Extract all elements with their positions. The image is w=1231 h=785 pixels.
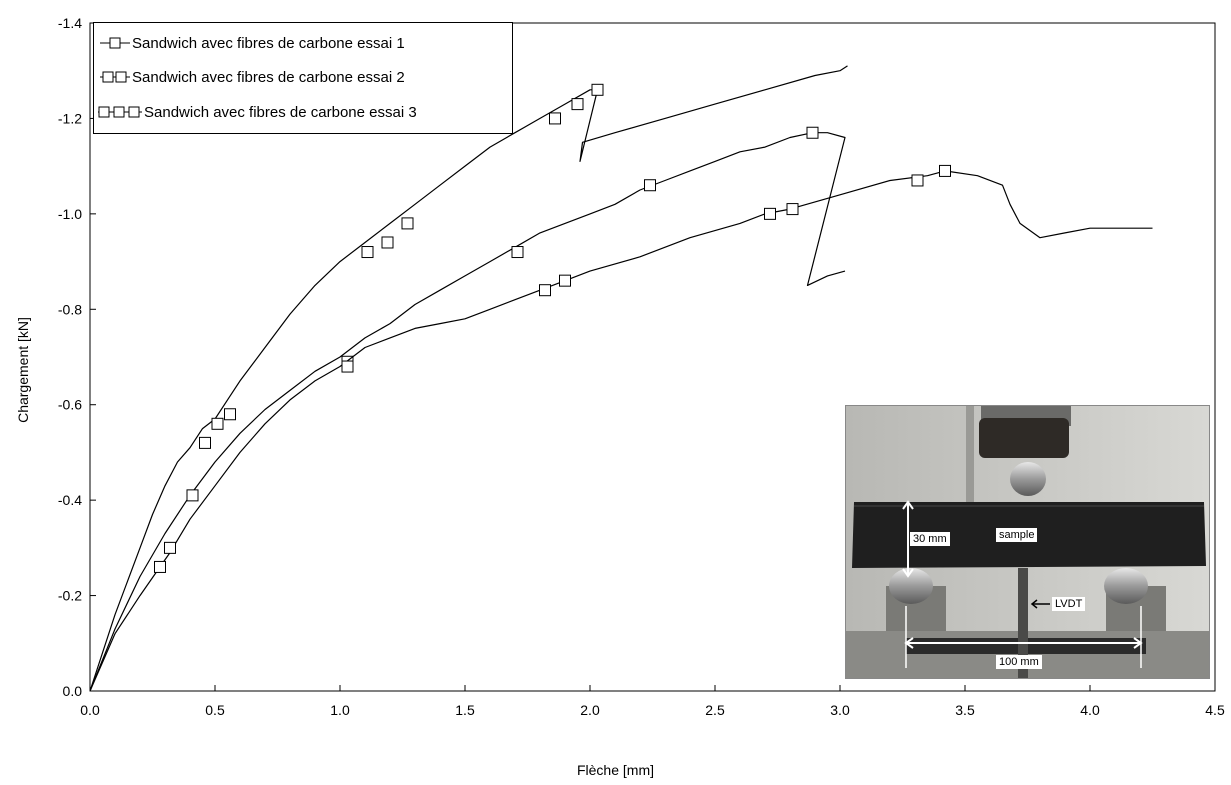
- series-marker-3: [154, 560, 166, 573]
- legend-entry-2: Sandwich avec fibres de carbone essai 2: [98, 65, 405, 89]
- chart-legend: Sandwich avec fibres de carbone essai 1 …: [93, 22, 513, 134]
- series-marker-3: [164, 541, 176, 554]
- series-marker-2: [644, 179, 656, 192]
- legend-marker-2: [100, 71, 130, 83]
- series-marker-1: [571, 98, 584, 111]
- series-marker-1: [401, 217, 414, 230]
- chart-series: [89, 65, 1153, 692]
- x-tick-label: 1.5: [455, 702, 475, 718]
- series-marker-3: [911, 174, 924, 187]
- series-marker-3: [939, 164, 951, 177]
- y-tick-label: -1.4: [58, 15, 82, 31]
- series-line-1: [89, 65, 848, 692]
- series-marker-3: [559, 274, 571, 287]
- loading-head: [979, 418, 1069, 458]
- series-line-2: [89, 132, 846, 692]
- x-tick-label: 4.5: [1205, 702, 1225, 718]
- legend-marker-3: [98, 106, 142, 118]
- chart-axes: 0.0 0.5 1.0 1.5 2.0 2.5 3.0 3.5 4.0 4.5 0.0 -0.2 -0.…: [58, 15, 1225, 718]
- x-tick-label: 0.5: [205, 702, 225, 718]
- frame-rod: [966, 406, 974, 526]
- series-marker-1: [224, 408, 236, 421]
- x-tick-label: 2.0: [580, 702, 600, 718]
- series-marker-1: [549, 112, 561, 125]
- x-tick-label: 4.0: [1080, 702, 1100, 718]
- series-marker-1: [211, 417, 224, 430]
- x-tick-label: 1.0: [330, 702, 350, 718]
- series-marker-3: [341, 360, 354, 373]
- series-marker-1: [199, 436, 211, 449]
- series-marker-1: [381, 236, 394, 249]
- series-marker-3: [539, 284, 551, 297]
- legend-entry-3: Sandwich avec fibres de carbone essai 3: [96, 100, 417, 124]
- y-tick-label: -0.6: [58, 397, 82, 413]
- lvdt-sensor: [1018, 568, 1028, 678]
- y-tick-label: 0.0: [63, 683, 83, 699]
- test-setup-illustration: [846, 406, 1209, 678]
- left-roller: [889, 568, 933, 604]
- legend-marker-1: [100, 37, 130, 49]
- series-marker-2: [511, 246, 524, 259]
- series-marker-2: [806, 126, 819, 139]
- x-tick-label: 0.0: [80, 702, 100, 718]
- legend-label-2: Sandwich avec fibres de carbone essai 2: [132, 68, 405, 86]
- y-axis-label: Chargement [kN]: [15, 317, 31, 423]
- series-marker-3: [786, 203, 799, 216]
- legend-entry-1: Sandwich avec fibres de carbone essai 1: [98, 31, 405, 55]
- x-tick-label: 3.0: [830, 702, 850, 718]
- lvdt-label: LVDT: [1052, 597, 1086, 611]
- legend-label-1: Sandwich avec fibres de carbone essai 1: [132, 34, 405, 52]
- y-tick-label: -1.0: [58, 206, 82, 222]
- legend-label-3: Sandwich avec fibres de carbone essai 3: [144, 103, 417, 121]
- series-marker-1: [361, 246, 374, 259]
- right-roller: [1104, 568, 1148, 604]
- series-marker-1: [591, 83, 604, 96]
- y-tick-label: -1.2: [58, 110, 82, 126]
- sample-label: sample: [996, 528, 1038, 542]
- plot-frame: [89, 22, 1216, 692]
- loading-roller: [1010, 462, 1046, 496]
- y-tick-label: -0.2: [58, 588, 82, 604]
- y-tick-label: -0.4: [58, 492, 82, 508]
- span-label: 100 mm: [996, 655, 1042, 669]
- y-tick-label: -0.8: [58, 301, 82, 317]
- x-tick-label: 2.5: [705, 702, 725, 718]
- x-axis-label: Flèche [mm]: [576, 762, 654, 778]
- height-label: 30 mm: [910, 532, 950, 546]
- series-marker-2: [186, 489, 199, 502]
- y-axis-label-container: Chargement [kN]: [8, 220, 38, 520]
- x-tick-label: 3.5: [955, 702, 975, 718]
- test-setup-photo: 30 mm sample LVDT 100 mm: [845, 405, 1210, 679]
- series-marker-3: [764, 207, 776, 220]
